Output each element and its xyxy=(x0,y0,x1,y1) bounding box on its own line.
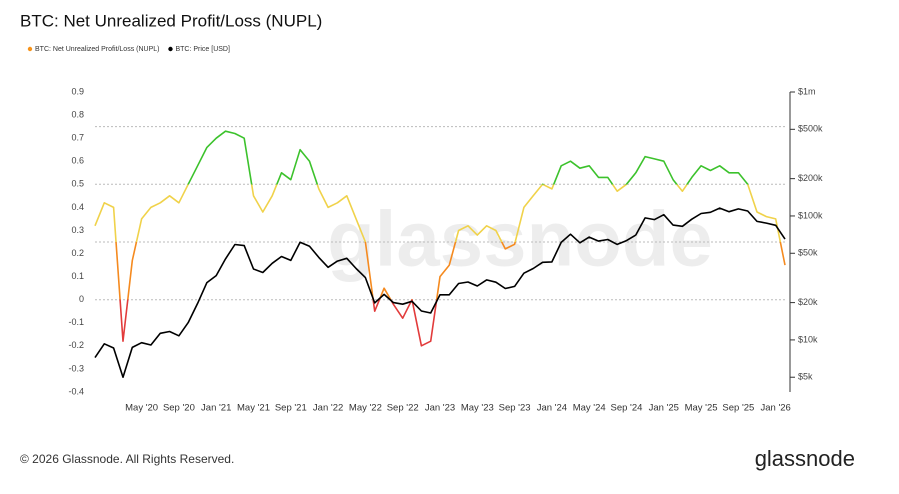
y2-tick-label: $100k xyxy=(798,210,823,220)
x-tick-label: May '24 xyxy=(573,403,606,414)
y-tick-label: 0.8 xyxy=(71,109,84,119)
y2-tick-label: $50k xyxy=(798,248,818,258)
logo: glassnode xyxy=(755,446,855,471)
y-tick-label: 0.3 xyxy=(71,225,84,235)
x-tick-label: May '25 xyxy=(685,403,718,414)
y-tick-label: -0.1 xyxy=(68,317,84,327)
x-tick-label: Jan '21 xyxy=(201,403,231,414)
x-tick-label: Jan '22 xyxy=(313,403,343,414)
y-tick-label: -0.4 xyxy=(68,386,84,396)
nupl-line xyxy=(94,130,786,347)
x-tick-label: May '20 xyxy=(125,403,158,414)
y-tick-label: 0.1 xyxy=(71,271,84,281)
x-tick-label: May '22 xyxy=(349,403,382,414)
x-tick-label: May '23 xyxy=(461,403,494,414)
legend-label: BTC: Net Unrealized Profit/Loss (NUPL) xyxy=(35,46,159,53)
y-tick-label: -0.2 xyxy=(68,340,84,350)
y-tick-label: 0.6 xyxy=(71,156,84,166)
y2-tick-label: $200k xyxy=(798,173,823,183)
x-tick-label: Sep '23 xyxy=(499,403,531,414)
watermark: glassnode xyxy=(327,195,713,283)
y-tick-label: 0.4 xyxy=(71,202,84,212)
x-tick-label: Jan '24 xyxy=(537,403,567,414)
legend-marker xyxy=(168,46,173,52)
y-tick-label: 0.5 xyxy=(71,179,84,189)
x-tick-label: May '21 xyxy=(237,403,270,414)
y2-tick-label: $20k xyxy=(798,297,818,307)
legend-marker xyxy=(27,46,33,52)
y-tick-label: 0 xyxy=(79,294,84,304)
price-line xyxy=(94,207,786,378)
chart-title: BTC: Net Unrealized Profit/Loss (NUPL) xyxy=(20,11,322,30)
y2-tick-label: $500k xyxy=(798,124,823,134)
y-tick-label: 0.9 xyxy=(71,86,84,96)
x-tick-label: Sep '21 xyxy=(275,403,307,414)
footer: © 2026 Glassnode. All Rights Reserved. xyxy=(20,452,234,466)
y2-tick-label: $10k xyxy=(798,334,818,344)
x-tick-label: Sep '22 xyxy=(387,403,419,414)
y-tick-label: -0.3 xyxy=(68,363,84,373)
y2-tick-label: $1m xyxy=(798,86,816,96)
y2-tick-label: $5k xyxy=(798,372,813,382)
x-tick-label: Jan '26 xyxy=(761,403,791,414)
y-tick-label: 0.2 xyxy=(71,248,84,258)
y-tick-label: 0.7 xyxy=(71,133,84,143)
x-tick-label: Sep '24 xyxy=(611,403,643,414)
x-tick-label: Sep '20 xyxy=(163,403,195,414)
x-tick-label: Jan '25 xyxy=(649,403,679,414)
legend-label: BTC: Price [USD] xyxy=(175,46,230,53)
x-tick-label: Jan '23 xyxy=(425,403,455,414)
x-tick-label: Sep '25 xyxy=(722,403,754,414)
